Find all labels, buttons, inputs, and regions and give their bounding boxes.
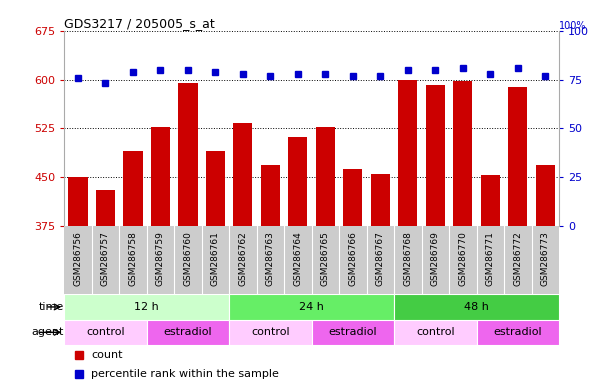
Bar — [261, 166, 280, 226]
Bar — [178, 83, 197, 226]
Text: GSM286761: GSM286761 — [211, 232, 220, 286]
Text: GSM286766: GSM286766 — [348, 232, 357, 286]
Bar — [229, 294, 394, 319]
Text: GSM286771: GSM286771 — [486, 232, 495, 286]
Bar — [288, 137, 307, 226]
Bar — [481, 175, 500, 226]
Text: GSM286759: GSM286759 — [156, 232, 165, 286]
Text: GSM286764: GSM286764 — [293, 232, 302, 286]
Bar — [343, 169, 362, 226]
Text: estradiol: estradiol — [494, 327, 542, 337]
Text: GSM286756: GSM286756 — [73, 232, 82, 286]
Text: percentile rank within the sample: percentile rank within the sample — [92, 369, 279, 379]
Text: GSM286768: GSM286768 — [403, 232, 412, 286]
Text: 100%: 100% — [559, 21, 587, 31]
Text: GSM286757: GSM286757 — [101, 232, 110, 286]
Text: count: count — [92, 350, 123, 360]
Text: GSM286762: GSM286762 — [238, 232, 247, 286]
Bar — [68, 177, 87, 226]
Text: GSM286773: GSM286773 — [541, 232, 550, 286]
Bar — [229, 319, 312, 345]
Bar — [394, 294, 559, 319]
Text: estradiol: estradiol — [329, 327, 377, 337]
Bar — [394, 319, 477, 345]
Text: time: time — [39, 302, 64, 312]
Bar — [371, 174, 390, 226]
Text: GSM286760: GSM286760 — [183, 232, 192, 286]
Text: control: control — [416, 327, 455, 337]
Bar — [64, 294, 229, 319]
Bar — [64, 319, 147, 345]
Text: 48 h: 48 h — [464, 302, 489, 312]
Text: GSM286758: GSM286758 — [128, 232, 137, 286]
Text: GDS3217 / 205005_s_at: GDS3217 / 205005_s_at — [64, 17, 215, 30]
Bar — [453, 81, 472, 226]
Bar — [536, 166, 555, 226]
Bar — [206, 151, 225, 226]
Text: estradiol: estradiol — [164, 327, 212, 337]
Bar — [123, 151, 142, 226]
Bar — [316, 127, 335, 226]
Bar — [151, 127, 170, 226]
Text: GSM286772: GSM286772 — [513, 232, 522, 286]
Text: control: control — [251, 327, 290, 337]
Bar — [96, 190, 115, 226]
Text: GSM286765: GSM286765 — [321, 232, 330, 286]
Bar — [508, 87, 527, 226]
Bar — [398, 79, 417, 226]
Text: agent: agent — [32, 327, 64, 337]
Bar — [312, 319, 394, 345]
Text: GSM286770: GSM286770 — [458, 232, 467, 286]
Text: 12 h: 12 h — [134, 302, 159, 312]
Bar — [426, 85, 445, 226]
Text: GSM286769: GSM286769 — [431, 232, 440, 286]
Bar — [233, 123, 252, 226]
Bar — [477, 319, 559, 345]
Text: control: control — [86, 327, 125, 337]
Text: GSM286767: GSM286767 — [376, 232, 385, 286]
Text: GSM286763: GSM286763 — [266, 232, 275, 286]
Bar — [147, 319, 229, 345]
Text: 24 h: 24 h — [299, 302, 324, 312]
